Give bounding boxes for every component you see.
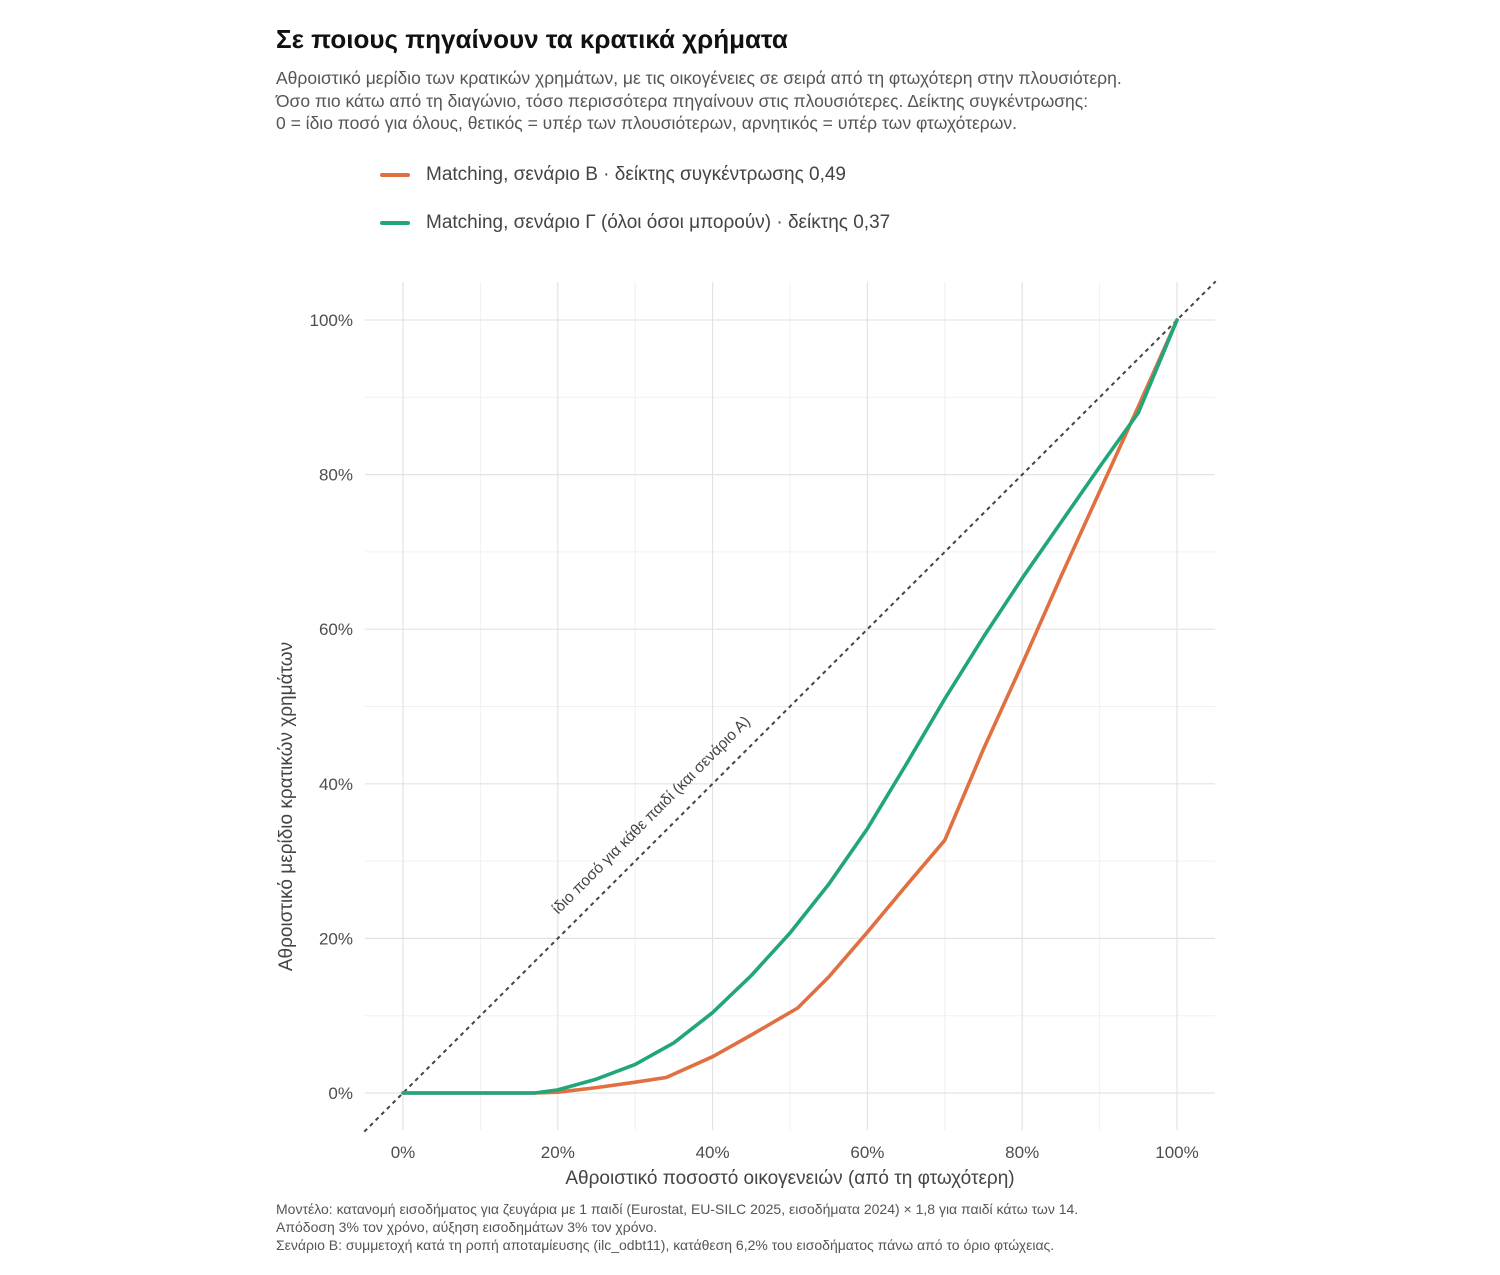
axes: 0% 20% 40% 60% 80% 100% 0% 20% 40% 60% 80% 100% Αθρο…: [276, 311, 1199, 1189]
caption-line: Μοντέλο: κατανομή εισοδήματος για ζευγάρ…: [276, 1201, 1079, 1217]
subtitle-line: Αθροιστικό μερίδιο των κρατικών χρημάτων…: [276, 68, 1122, 88]
gridlines: [365, 282, 1215, 1130]
chart-subtitle: Αθροιστικό μερίδιο των κρατικών χρημάτων…: [276, 67, 1122, 135]
legend-label-scenario-c: Matching, σενάριο Γ (όλοι όσοι μπορούν) …: [426, 212, 891, 233]
reference-line: [363, 280, 1217, 1133]
legend-swatch-scenario-c: [380, 221, 410, 225]
legend-item-scenario-c: Matching, σενάριο Γ (όλοι όσοι μπορούν) …: [380, 212, 890, 234]
x-tick-label: 20%: [541, 1143, 575, 1162]
chart-title: Σε ποιους πηγαίνουν τα κρατικά χρήματα: [276, 24, 788, 54]
caption-line: Σενάριο Β: συμμετοχή κατά τη ροπή αποταμ…: [276, 1237, 1055, 1253]
chart-caption: Μοντέλο: κατανομή εισοδήματος για ζευγάρ…: [276, 1200, 1078, 1254]
y-axis-title: Αθροιστικό μερίδιο κρατικών χρημάτων: [276, 642, 297, 971]
subtitle-line: Όσο πιο κάτω από τη διαγώνιο, τόσο περισ…: [276, 90, 1089, 111]
series-lines: [401, 318, 1179, 1095]
y-tick-label: 80%: [319, 466, 353, 485]
x-tick-label: 60%: [850, 1143, 884, 1162]
x-tick-label: 0%: [391, 1143, 416, 1162]
y-tick-label: 0%: [328, 1084, 353, 1103]
x-tick-label: 80%: [1005, 1143, 1039, 1162]
legend-label-scenario-b: Matching, σενάριο Β · δείκτης συγκέντρωσ…: [426, 164, 846, 185]
x-axis-title: Αθροιστικό ποσοστό οικογενειών (από τη φ…: [565, 1168, 1014, 1189]
reference-line-label: ίδιο ποσό για κάθε παιδί (και σενάριο Α): [549, 713, 754, 918]
subtitle-line: 0 = ίδιο ποσό για όλους, θετικός = υπέρ …: [276, 113, 1018, 133]
legend-item-scenario-b: Matching, σενάριο Β · δείκτης συγκέντρωσ…: [380, 164, 846, 186]
x-tick-label: 100%: [1155, 1143, 1198, 1162]
series-line-scenario-c: [401, 318, 1179, 1095]
caption-line: Απόδοση 3% τον χρόνο, αύξηση εισοδημάτων…: [276, 1219, 658, 1235]
y-tick-label: 40%: [319, 775, 353, 794]
y-tick-label: 100%: [310, 311, 353, 330]
x-tick-label: 40%: [696, 1143, 730, 1162]
legend-swatch-scenario-b: [380, 173, 410, 177]
y-tick-label: 20%: [319, 929, 353, 948]
series-line-scenario-b: [401, 318, 1179, 1095]
y-tick-label: 60%: [319, 620, 353, 639]
